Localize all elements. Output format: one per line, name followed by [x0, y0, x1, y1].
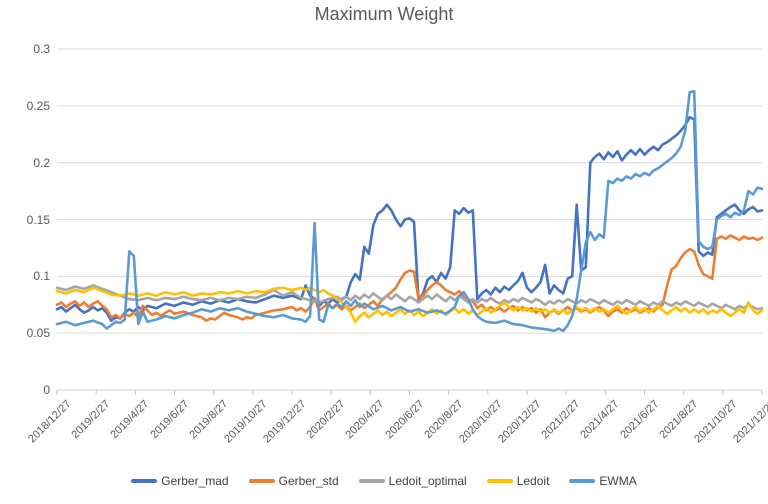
- legend-item-ewma: EWMA: [569, 474, 637, 488]
- y-axis-tick-label: 0.3: [33, 42, 50, 56]
- legend-line-marker-icon: [569, 479, 596, 483]
- y-axis-tick-label: 0.2: [33, 155, 50, 170]
- legend-item-ledoit: Ledoit: [486, 474, 550, 488]
- legend-label: Ledoit: [516, 474, 550, 488]
- y-axis-tick-label: 0: [43, 383, 50, 397]
- legend-item-ledoit_optimal: Ledoit_optimal: [358, 474, 467, 488]
- legend-label: Ledoit_optimal: [388, 474, 467, 488]
- legend-line-marker-icon: [131, 479, 158, 483]
- series-line-ledoit_optimal: [55, 284, 764, 311]
- chart-title: Maximum Weight: [314, 4, 454, 24]
- legend-item-gerber_mad: Gerber_mad: [131, 474, 229, 488]
- y-axis-tick-label: 0.1: [33, 269, 50, 284]
- series-line-ewma: [55, 89, 764, 333]
- legend-line-marker-icon: [248, 479, 275, 483]
- legend-label: Gerber_std: [278, 474, 339, 488]
- series-line-ledoit: [55, 286, 764, 324]
- legend-label: Gerber_mad: [161, 474, 229, 488]
- series-line-gerber_mad: [55, 115, 764, 323]
- legend: Gerber_mad Gerber_std Ledoit_optimal Ledoit…: [0, 474, 768, 488]
- y-axis-tick-label: 0.05: [26, 326, 50, 341]
- y-axis-tick-label: 0.15: [26, 212, 50, 227]
- legend-label: EWMA: [599, 474, 637, 488]
- legend-line-marker-icon: [486, 479, 513, 483]
- legend-item-gerber_std: Gerber_std: [248, 474, 339, 488]
- y-axis-tick-label: 0.25: [26, 98, 50, 113]
- legend-line-marker-icon: [358, 479, 385, 483]
